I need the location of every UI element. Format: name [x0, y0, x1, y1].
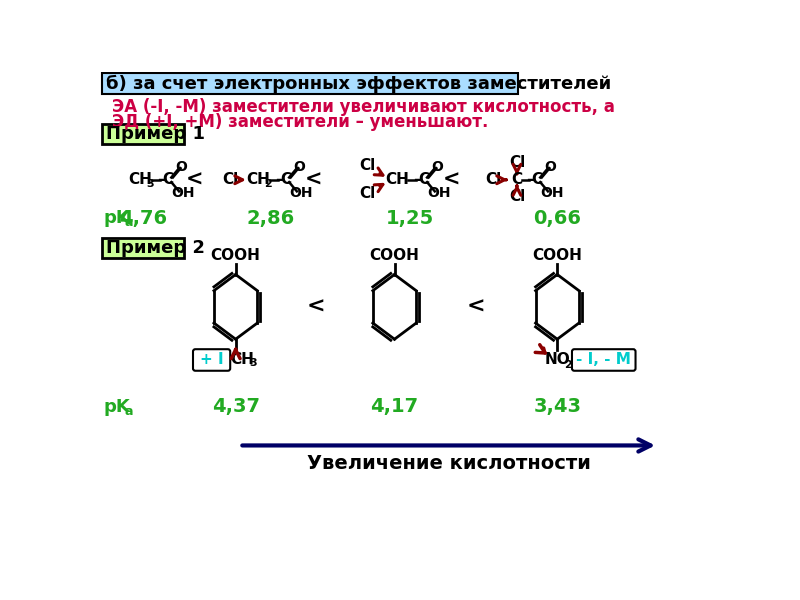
Text: <: < [443, 170, 461, 190]
Text: –: – [275, 171, 283, 189]
FancyBboxPatch shape [102, 73, 518, 94]
Text: Cl: Cl [222, 172, 238, 187]
Text: OH: OH [427, 186, 450, 200]
Text: 2,86: 2,86 [246, 209, 294, 228]
Text: CH: CH [386, 172, 410, 187]
Text: 2: 2 [264, 179, 272, 190]
Text: 4,76: 4,76 [118, 209, 166, 228]
Text: CH: CH [246, 172, 270, 187]
Text: NO: NO [544, 352, 570, 367]
Text: C: C [281, 172, 291, 187]
FancyBboxPatch shape [102, 124, 185, 143]
Text: OH: OH [289, 186, 313, 200]
Text: a: a [124, 405, 133, 418]
Text: ЭД (+I, +М) заместители – уменьшают.: ЭД (+I, +М) заместители – уменьшают. [112, 113, 488, 131]
Text: Пример 1: Пример 1 [106, 125, 205, 143]
Text: 1,25: 1,25 [386, 209, 434, 228]
Text: <: < [304, 170, 322, 190]
Text: O: O [544, 160, 556, 174]
Text: pK: pK [104, 209, 130, 227]
Text: ЭА (-I, -М) заместители увеличивают кислотность, а: ЭА (-I, -М) заместители увеличивают кисл… [112, 98, 614, 116]
Text: 3: 3 [249, 358, 257, 368]
Text: Cl: Cl [509, 155, 525, 170]
Text: Cl: Cl [486, 172, 502, 187]
FancyBboxPatch shape [193, 349, 230, 371]
Text: COOH: COOH [532, 248, 582, 263]
Text: C: C [418, 172, 430, 187]
Text: OH: OH [540, 186, 563, 200]
Text: Пример 2: Пример 2 [106, 239, 205, 257]
Text: pK: pK [104, 398, 130, 416]
Text: Cl: Cl [509, 189, 525, 204]
Text: 4,17: 4,17 [370, 397, 418, 416]
Text: –: – [413, 171, 422, 189]
Text: –: – [526, 171, 534, 189]
Text: O: O [294, 160, 305, 174]
Text: 3,43: 3,43 [534, 397, 582, 416]
Text: OH: OH [171, 186, 194, 200]
Text: COOH: COOH [370, 248, 419, 263]
Text: Cl: Cl [359, 158, 375, 173]
Text: CH: CH [128, 172, 152, 187]
Text: - I, - M: - I, - M [576, 352, 631, 367]
Text: Cl: Cl [359, 186, 375, 201]
Text: O: O [431, 160, 443, 174]
Text: + I: + I [200, 352, 223, 367]
Text: 3: 3 [146, 179, 154, 190]
Text: CH: CH [230, 352, 254, 367]
Text: <: < [466, 297, 485, 317]
FancyBboxPatch shape [102, 238, 185, 257]
Text: COOH: COOH [210, 248, 261, 263]
Text: <: < [306, 297, 325, 317]
Text: C: C [531, 172, 542, 187]
FancyBboxPatch shape [572, 349, 635, 371]
Text: 0,66: 0,66 [534, 209, 582, 228]
Text: a: a [124, 217, 133, 229]
Text: O: O [175, 160, 187, 174]
Text: б) за счет электронных эффектов заместителей: б) за счет электронных эффектов заместит… [106, 74, 611, 92]
Text: –: – [158, 171, 166, 189]
Text: 2: 2 [564, 359, 572, 370]
Text: C: C [162, 172, 174, 187]
Text: <: < [186, 170, 203, 190]
Text: 4,37: 4,37 [212, 397, 260, 416]
Text: C: C [511, 172, 522, 187]
Text: Увеличение кислотности: Увеличение кислотности [307, 454, 590, 473]
